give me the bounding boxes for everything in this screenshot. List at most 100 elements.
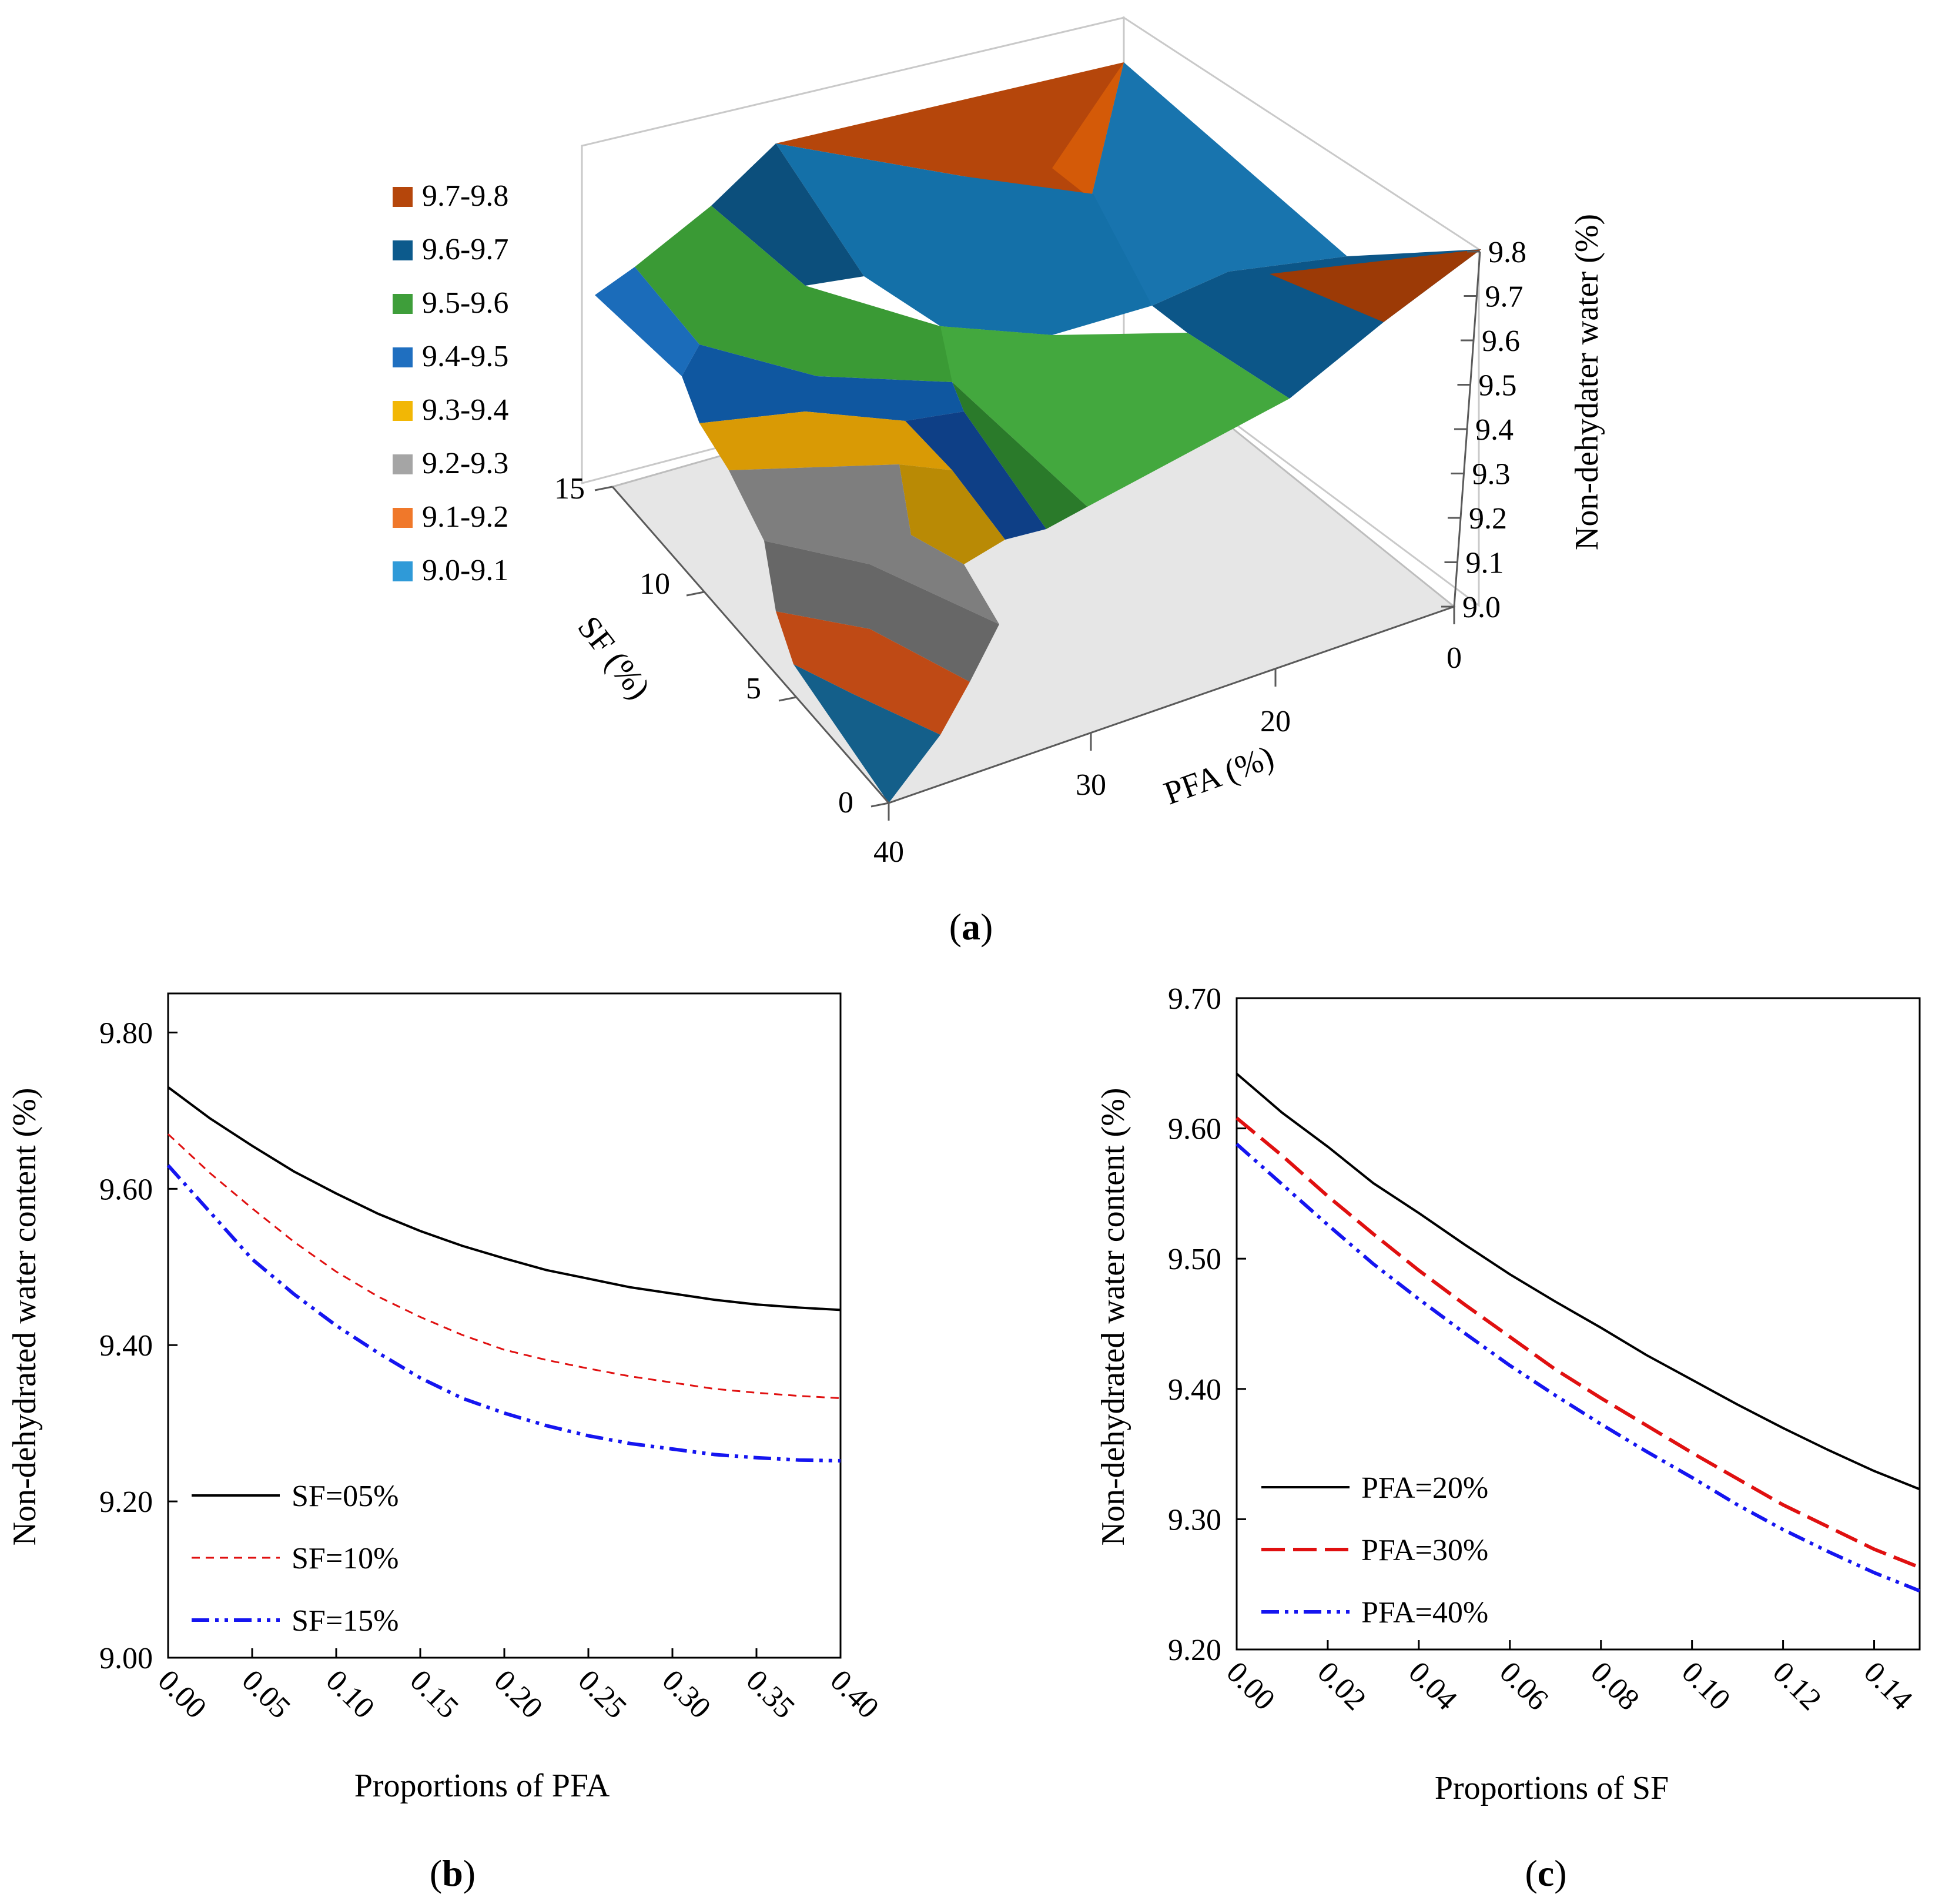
z-tick-label: 9.3: [1472, 458, 1511, 491]
series-line-1: [167, 1086, 841, 1311]
x-tick-label: 0.02: [1311, 1655, 1372, 1717]
pfa-tick-label: 40: [873, 835, 904, 869]
x-axis-ticks-b: 0.00 0.05 0.10 0.15 0.20 0.25 0.30 0.35 0.40: [151, 1648, 885, 1725]
legend-swatch: [393, 508, 413, 528]
z-tick-label: 9.0: [1462, 591, 1501, 624]
y-tick-label: 9.60: [99, 1173, 153, 1206]
surface-patch: [776, 143, 1152, 335]
z-axis-ticks: 9.0 9.1 9.2 9.3 9.4 9.5 9.6 9.7 9.8: [1441, 236, 1526, 624]
x-axis-ticks-c: 0.00 0.02 0.04 0.06 0.08 0.10 0.12 0.14: [1220, 1640, 1919, 1717]
x-tick-label: 0.15: [403, 1664, 465, 1725]
x-tick-label: 0.14: [1857, 1655, 1919, 1717]
legend-label: 9.6-9.7: [422, 233, 508, 266]
z-axis-title: Non-dehydater water (%): [1569, 214, 1605, 550]
surface-patch: [682, 344, 964, 423]
legend-swatch: [393, 240, 413, 260]
series-line-2: [167, 1133, 841, 1400]
series-c: [1235, 1072, 1921, 1593]
sf-axis-title: SF (%): [570, 610, 657, 706]
x-tick-label: 0.40: [823, 1664, 885, 1725]
surface-patch: [1270, 249, 1481, 322]
x-tick-label: 0.35: [739, 1664, 801, 1725]
legend-label: SF=10%: [292, 1542, 399, 1575]
legend-swatch: [393, 347, 413, 367]
y-axis-title-c: Non-dehydrated water content (%): [1095, 1088, 1131, 1546]
legend-swatch: [393, 561, 413, 581]
x-tick-label: 0.06: [1493, 1655, 1555, 1717]
sf-axis-line: [611, 486, 890, 804]
surface-patch: [764, 541, 999, 682]
y-tick-label: 9.40: [1168, 1373, 1221, 1407]
surface-patch: [776, 611, 970, 735]
plot-frame-c: [1235, 997, 1921, 1651]
y-axis-ticks-c: 9.20 9.30 9.40 9.50 9.60 9.70: [1168, 982, 1246, 1667]
pfa-axis-title: PFA (%): [1159, 739, 1278, 812]
caption-a: (a): [949, 906, 993, 948]
series-line-1: [1235, 1072, 1920, 1491]
y-tick-label: 9.30: [1168, 1503, 1221, 1537]
surface-patch: [699, 411, 952, 470]
pfa-axis-line: [888, 605, 1455, 804]
surface-patch: [1052, 62, 1124, 199]
legend-label: SF=15%: [292, 1604, 399, 1638]
x-tick-label: 0.00: [151, 1664, 213, 1725]
legend-b: SF=05% SF=10% SF=15%: [192, 1480, 399, 1638]
surface-patch: [793, 664, 940, 803]
pfa-axis-ticks: [888, 607, 1455, 821]
legend-label: 9.4-9.5: [422, 340, 508, 373]
x-tick-label: 0.05: [235, 1664, 297, 1725]
x-tick-label: 0.12: [1766, 1655, 1828, 1717]
surface-patch: [711, 143, 864, 286]
z-tick-label: 9.7: [1485, 280, 1524, 314]
panel-b-line-chart: 9.00 9.20 9.40 9.60 9.80 0.00 0.05 0.10 0.15 0.2…: [6, 992, 885, 1894]
legend-swatch: [393, 187, 413, 207]
surface-patch: [776, 62, 1124, 199]
legend-a: 9.7-9.8 9.6-9.7 9.5-9.6 9.4-9.5 9.3-9.4 9.2-9…: [393, 179, 508, 587]
sf-tick-label: 0: [838, 786, 853, 819]
y-axis-ticks-b: 9.00 9.20 9.40 9.60 9.80: [99, 1016, 178, 1675]
pfa-tick-label: 0: [1447, 641, 1462, 675]
sf-tick-label: 5: [746, 672, 761, 705]
pfa-tick-label: 20: [1260, 705, 1291, 738]
y-axis-title-b: Non-dehydrated water content (%): [6, 1088, 43, 1546]
x-axis-title-c: Proportions of SF: [1435, 1770, 1669, 1806]
y-tick-label: 9.70: [1168, 982, 1221, 1016]
z-tick-label: 9.4: [1475, 413, 1514, 447]
y-tick-label: 9.80: [99, 1016, 153, 1050]
z-tick-label: 9.1: [1466, 547, 1504, 580]
surface-patch: [595, 267, 699, 376]
y-tick-label: 9.50: [1168, 1243, 1221, 1276]
surface-patch: [729, 464, 999, 624]
pfa-tick-label: 30: [1076, 768, 1106, 802]
legend-swatch: [393, 401, 413, 421]
legend-label: PFA=20%: [1361, 1471, 1488, 1505]
legend-label: 9.3-9.4: [422, 393, 508, 427]
series-line-3: [1235, 1142, 1921, 1593]
sf-axis-ticks: [594, 486, 889, 808]
series-line-3: [166, 1164, 841, 1463]
x-tick-label: 0.04: [1402, 1655, 1464, 1717]
y-tick-label: 9.40: [99, 1329, 153, 1363]
surface-patch: [899, 464, 1005, 564]
legend-label: PFA=40%: [1361, 1596, 1488, 1629]
x-tick-label: 0.25: [571, 1664, 633, 1725]
legend-label: SF=05%: [292, 1480, 399, 1513]
surface-patch: [940, 326, 1290, 507]
x-tick-label: 0.00: [1220, 1655, 1281, 1717]
z-tick-label: 9.6: [1482, 324, 1520, 358]
z-tick-label: 9.2: [1469, 502, 1507, 536]
legend-label: PFA=30%: [1361, 1534, 1488, 1567]
legend-swatch: [393, 454, 413, 474]
sf-tick-label: 10: [639, 567, 670, 601]
x-tick-label: 0.08: [1584, 1655, 1646, 1717]
legend-label: 9.1-9.2: [422, 500, 508, 534]
legend-swatch: [393, 294, 413, 314]
panel-a-surface-chart: 15 10 5 0 SF (%) 40 30 20 0 PFA (%) 9.09…: [393, 16, 1605, 948]
y-tick-label: 9.60: [1168, 1113, 1221, 1146]
surface-patch: [1091, 62, 1347, 306]
x-tick-label: 0.30: [655, 1664, 717, 1725]
legend-label: 9.2-9.3: [422, 447, 508, 480]
x-axis-title-b: Proportions of PFA: [354, 1768, 610, 1804]
z-tick-label: 9.5: [1479, 369, 1517, 403]
